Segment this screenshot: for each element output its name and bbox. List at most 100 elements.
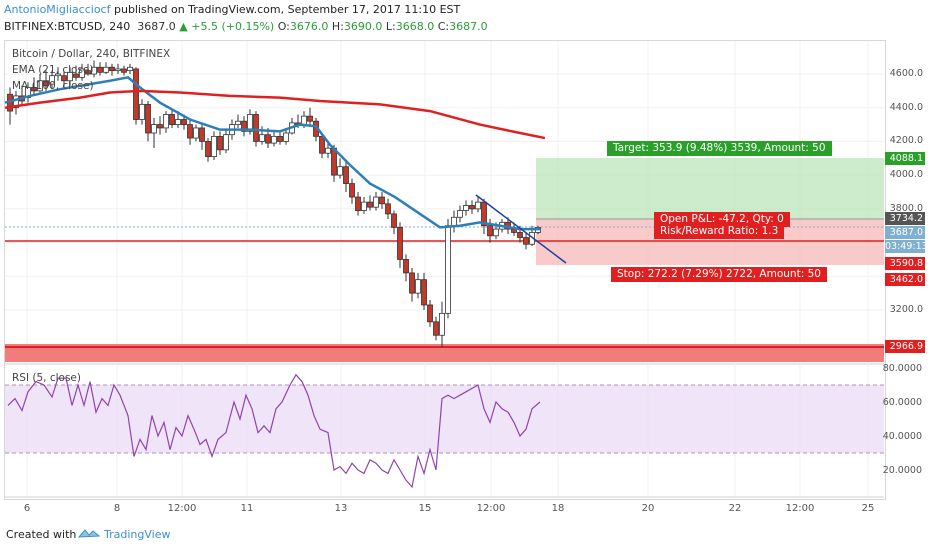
candle-body [205, 141, 211, 158]
chart-title: Bitcoin / Dollar, 240, BITFINEX [12, 48, 171, 60]
rsi-tick-label: 40.0000 [883, 431, 922, 442]
candle-body [451, 216, 457, 227]
candle-body [445, 225, 451, 314]
rsi-legend[interactable]: RSI (5, close) [12, 372, 81, 384]
target-tag[interactable]: Target: 353.9 (9.48%) 3539, Amount: 50 [607, 141, 832, 156]
candle-body [265, 134, 271, 144]
candle-body [361, 201, 367, 211]
stop-tag[interactable]: Stop: 272.2 (7.29%) 2722, Amount: 50 [611, 267, 827, 282]
price-tick-label: 4000.0 [889, 169, 923, 181]
candle-body [181, 119, 187, 125]
candle-body [457, 210, 463, 218]
time-tick-label: 12:00 [168, 503, 197, 514]
candle-body [73, 73, 79, 78]
time-tick-label: 15 [419, 503, 432, 514]
price-tick-label: 4600.0 [889, 68, 923, 79]
candle-body [421, 279, 427, 306]
price-tick-label: 3200.0 [889, 304, 923, 315]
candle-body [97, 66, 103, 73]
time-tick-label: 6 [24, 503, 30, 514]
candle-body [403, 259, 409, 274]
indicator-lines [4, 76, 567, 264]
tradingview-link[interactable]: TradingView [104, 528, 171, 541]
candle-body [355, 196, 361, 211]
time-tick-label: 12:00 [477, 503, 506, 514]
candle-body [199, 127, 205, 142]
low-label: L: [385, 20, 396, 33]
time-tick-label: 8 [114, 503, 120, 514]
target-price-tag: 4088.1 [885, 152, 925, 165]
price-change: ▲ +5.5 (+0.15%) [179, 20, 275, 33]
candle-body [187, 124, 193, 139]
candle-body [379, 196, 385, 205]
candle-body [469, 205, 475, 210]
symbol-line: BITFINEX:BTCUSD, 240 3687.0 ▲ +5.5 (+0.1… [4, 20, 488, 33]
candle-body [475, 201, 481, 210]
open-pl-tag[interactable]: Open P&L: -47.2, Qty: 0 [654, 212, 790, 227]
candle-body [433, 321, 439, 336]
candle-body [211, 135, 217, 158]
candle-body [415, 279, 421, 294]
candle-body [151, 124, 157, 134]
last-price: 3687.0 [137, 20, 176, 33]
candle-body [391, 213, 397, 228]
open-value: 3676.0 [289, 20, 329, 33]
price-tick-label: 3800.0 [889, 202, 923, 214]
candle-body [127, 66, 133, 72]
rsi-pane: 80.0000 60.0000 40.0000 20.0000 [5, 363, 922, 489]
high-value: 3690.0 [343, 20, 383, 33]
ema-line [4, 76, 540, 231]
tradingview-logo-icon[interactable] [78, 526, 100, 540]
low-value: 3668.0 [395, 20, 435, 33]
candle-body [223, 134, 229, 151]
rsi-tick-label: 60.0000 [883, 397, 922, 408]
last-price-tag: 3687.0 [885, 226, 925, 239]
candle-body [13, 95, 19, 109]
close-label: C: [437, 20, 450, 33]
candle-body [517, 232, 523, 238]
ma-line [4, 89, 546, 140]
candle-body [301, 115, 307, 125]
candle-body [247, 114, 253, 132]
candle-body [91, 66, 97, 75]
candle-body [157, 124, 163, 129]
stop-price-tag: 3462.0 [885, 273, 925, 286]
chart-frame[interactable] [4, 40, 886, 500]
candle-body [79, 68, 85, 78]
candle-body [103, 66, 109, 73]
candle-body [487, 225, 493, 237]
risk-reward-tag[interactable]: Risk/Reward Ratio: 1.3 [654, 224, 785, 239]
price-tick-label: 4400.0 [889, 101, 923, 113]
candle-body [235, 120, 241, 125]
candle-body [175, 119, 181, 125]
candle-body [493, 228, 499, 237]
author-link[interactable]: AntonioMigliacciocf [4, 3, 111, 16]
candle-body [49, 75, 55, 85]
candle-body [343, 166, 349, 184]
rsi-tick-label: 80.0000 [883, 363, 922, 374]
candle-body [319, 135, 325, 154]
candle-body [385, 203, 391, 215]
rsi-line [7, 373, 541, 489]
time-tick-label: 11 [241, 503, 254, 514]
time-tick-label: 18 [552, 503, 565, 514]
candle-body [169, 114, 175, 125]
candle-body [439, 312, 445, 336]
target-zone [536, 158, 884, 219]
candle-body [55, 73, 61, 77]
candle-body [271, 135, 277, 144]
candle-body [277, 135, 283, 142]
time-tick-label: 12:00 [786, 503, 815, 514]
candle-body [121, 68, 127, 73]
candle-body [193, 127, 199, 139]
ema-legend[interactable]: EMA (21, close) [12, 64, 94, 76]
candle-body [337, 166, 343, 176]
candle-body [259, 134, 265, 142]
candle-body [349, 183, 355, 198]
ma-legend[interactable]: MA (100, close) [12, 80, 94, 92]
position-zones [5, 158, 884, 362]
publish-info: published on TradingView.com, September … [113, 3, 461, 16]
candle-body [31, 87, 37, 92]
price-tick-label: 4200.0 [889, 135, 923, 147]
